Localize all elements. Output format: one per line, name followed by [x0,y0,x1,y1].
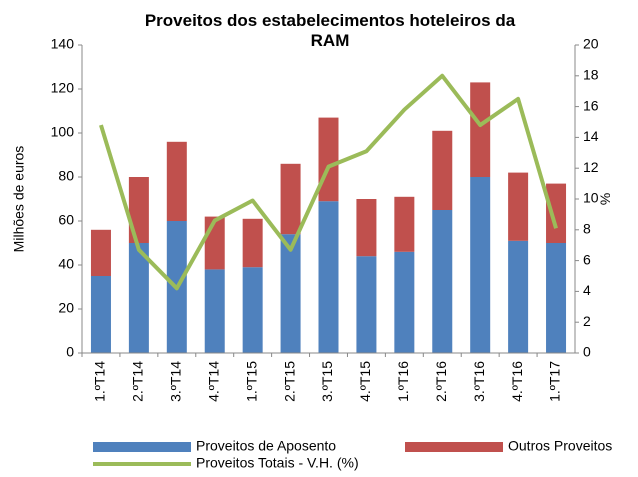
x-tick-label: 4.ºT14 [205,361,221,402]
x-tick-label: 2.ºT14 [130,361,146,402]
x-tick-label: 3.ºT14 [168,361,184,402]
bar [432,210,453,353]
legend-swatch [405,442,503,452]
x-tick-label: 4.ºT16 [509,361,525,402]
y-axis-label: Milhões de euros [11,146,27,253]
bar [280,163,301,235]
x-tick-label: 1.ºT14 [92,361,108,402]
bar [318,117,339,202]
y-tick-label: 40 [58,256,74,272]
bar [432,130,453,210]
bar [90,229,111,276]
y-tick-label: 80 [58,168,74,184]
x-tick-label: 1.ºT15 [243,361,259,402]
y-tick-label: 120 [51,80,75,96]
y-tick-label: 0 [66,344,74,360]
x-tick-label: 1.ºT17 [547,361,563,402]
bar [470,177,491,353]
y2-tick-label: 14 [583,128,599,144]
x-tick-label: 2.ºT16 [433,361,449,402]
bar [470,82,491,177]
bar [90,276,111,353]
bar [356,199,377,257]
y2-tick-label: 2 [583,313,591,329]
y2-tick-label: 4 [583,282,591,298]
legend-label: Outros Proveitos [508,438,612,454]
y-tick-label: 60 [58,212,74,228]
y2-tick-label: 6 [583,251,591,267]
x-tick-label: 4.ºT15 [357,361,373,402]
bar [394,251,415,353]
y2-tick-label: 0 [583,344,591,360]
legend-label: Proveitos de Aposento [196,438,336,454]
chart-title: Proveitos dos estabelecimentos hoteleiro… [144,11,516,50]
y2-tick-label: 12 [583,159,599,175]
y-tick-label: 20 [58,300,74,316]
bar [508,172,529,241]
bar [546,183,567,243]
y2-tick-label: 20 [583,36,599,52]
y2-tick-label: 16 [583,97,599,113]
bar [280,234,301,353]
y2-axis-label: % [597,193,613,205]
bar [242,267,263,353]
bar [242,218,263,268]
line [99,73,558,291]
x-tick-label: 3.ºT16 [471,361,487,402]
x-tick-label: 2.ºT15 [281,361,297,402]
y-tick-label: 100 [51,124,75,140]
bar [204,269,225,353]
legend-label: Proveitos Totais - V.H. (%) [196,455,359,471]
bar [546,243,567,353]
bar [166,141,187,221]
y2-tick-label: 10 [583,190,599,206]
y2-tick-label: 8 [583,221,591,237]
bar [356,256,377,353]
x-tick-label: 3.ºT15 [319,361,335,402]
x-tick-label: 1.ºT16 [395,361,411,402]
y2-tick-label: 18 [583,67,599,83]
y-tick-label: 140 [51,36,75,52]
bar [508,240,529,353]
bar [318,201,339,353]
legend-swatch [93,442,191,452]
bar [394,196,415,252]
bar [128,243,149,353]
